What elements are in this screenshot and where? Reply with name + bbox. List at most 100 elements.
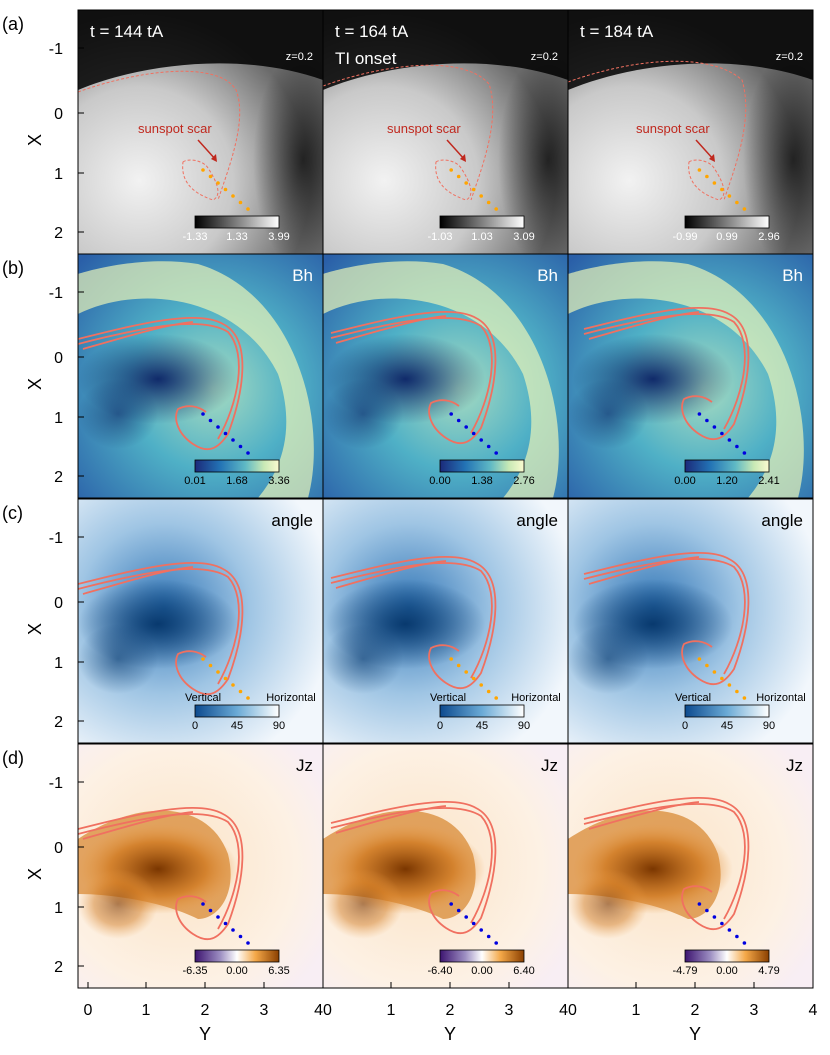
core-region xyxy=(568,869,648,939)
core-region xyxy=(78,624,158,694)
colorbar-tick: 0.00 xyxy=(226,965,247,977)
marker-dot xyxy=(471,676,476,681)
colorbar-tick: 1.33 xyxy=(226,231,247,243)
core-region xyxy=(568,379,648,449)
x-tick-label: 2 xyxy=(201,1002,210,1019)
x-tick-label: 2 xyxy=(446,1002,455,1019)
core-region xyxy=(323,869,403,939)
y-axis-label: X xyxy=(25,134,45,146)
colorbar-tick: 1.68 xyxy=(226,475,247,487)
marker-dot xyxy=(223,676,228,681)
panel-bz-3: sunspot scar t = 184 tA z=0.2 -0.99 0.99 2.96 xyxy=(567,9,814,255)
colorbar-tick: 6.35 xyxy=(268,965,289,977)
field-line xyxy=(583,306,750,441)
scar-label: sunspot scar xyxy=(138,121,212,136)
x-axis-label: Y xyxy=(444,1024,456,1044)
marker-dot xyxy=(742,696,747,700)
marker-dot xyxy=(238,444,243,449)
colorbar-tick: -1.33 xyxy=(182,231,207,243)
marker-dot xyxy=(697,412,702,416)
y-tick-label: -1 xyxy=(49,530,63,547)
x-tick-label: 3 xyxy=(260,1002,269,1019)
colorbar-tick: -6.35 xyxy=(182,965,207,977)
core-region xyxy=(78,869,158,939)
marker-dot xyxy=(705,174,709,179)
colorbar-tick: 6.40 xyxy=(513,965,534,977)
marker-dot xyxy=(216,181,220,185)
field-line xyxy=(335,315,447,344)
field-line xyxy=(583,313,746,430)
colorbar xyxy=(439,949,525,963)
colorbar-label-right: Horizontal xyxy=(511,692,561,704)
colorbar-tick: 45 xyxy=(476,720,488,732)
quantity-label: angle xyxy=(516,511,558,530)
panel-bz-2: sunspot scar t = 164 tA TI onset z=0.2 -1.03… xyxy=(322,9,569,255)
field-line xyxy=(78,806,244,941)
marker-dot xyxy=(208,174,213,179)
marker-dot xyxy=(208,418,213,423)
colorbar-tick: -0.99 xyxy=(672,231,697,243)
row-label: (a) xyxy=(2,14,24,34)
marker-dot xyxy=(712,425,717,429)
marker-dot xyxy=(720,431,724,436)
colorbar xyxy=(439,459,525,473)
y-tick-label: 1 xyxy=(54,166,63,183)
marker-dot xyxy=(479,194,484,198)
bright-arc xyxy=(568,261,804,498)
field-line xyxy=(330,807,493,924)
core-region xyxy=(568,624,648,694)
colorbar-label-left: Vertical xyxy=(185,692,221,704)
y-axis-label: X xyxy=(25,378,45,390)
marker-dot xyxy=(456,663,461,668)
x-tick-label: 40 xyxy=(559,1002,577,1019)
field-line xyxy=(583,796,750,931)
field-line xyxy=(335,805,447,834)
dark-region xyxy=(568,10,813,90)
x-tick-label: 1 xyxy=(632,1002,641,1019)
marker-dot xyxy=(486,200,491,205)
marker-dot xyxy=(216,425,220,429)
marker-dot xyxy=(464,181,469,185)
marker-dot xyxy=(697,902,702,906)
panel-angle-1: angle Vertical Horizontal 0 45 90 xyxy=(77,498,324,744)
x-axis-label: Y xyxy=(689,1024,701,1044)
colorbar-tick: 0.00 xyxy=(471,965,492,977)
marker-dot xyxy=(246,451,250,455)
y-tick-label: 2 xyxy=(54,225,63,242)
field-line xyxy=(330,800,497,935)
marker-dot xyxy=(479,683,484,687)
colorbar-label-right: Horizontal xyxy=(756,692,806,704)
core-region xyxy=(323,379,403,449)
scar-arrow xyxy=(446,139,466,161)
scar-outline xyxy=(435,159,472,201)
marker-dot xyxy=(456,418,461,423)
field-line xyxy=(82,811,194,840)
panel-jz-1: Jz -6.35 0.00 6.35 xyxy=(77,743,324,989)
marker-dot xyxy=(246,941,250,945)
marker-dot xyxy=(705,908,709,913)
panel-bh-2: Bh 0.00 1.38 2.76 xyxy=(322,253,569,499)
panel-angle-3: angle Vertical Horizontal 0 45 90 xyxy=(567,498,814,744)
x-tick-label: 4 xyxy=(809,1002,818,1019)
core-region xyxy=(323,624,403,694)
quantity-label: Bh xyxy=(782,266,803,285)
field-line xyxy=(82,321,194,350)
field-line xyxy=(330,317,493,434)
y-tick-label: 0 xyxy=(54,350,63,367)
y-tick-label: -1 xyxy=(49,41,63,58)
marker-dot xyxy=(735,444,739,449)
marker-dot xyxy=(727,928,732,932)
scar-outline xyxy=(688,159,725,201)
marker-dot xyxy=(464,425,469,429)
panel-angle-2: angle Vertical Horizontal 0 45 90 xyxy=(322,498,569,744)
dark-region xyxy=(498,50,568,254)
marker-dot xyxy=(494,207,499,211)
boundary-dashed xyxy=(568,60,747,201)
colorbar-tick: 0 xyxy=(192,720,198,732)
y-tick-label: 1 xyxy=(54,410,63,427)
colorbar-tick: 45 xyxy=(231,720,243,732)
panel-bh-3: Bh 0.00 1.20 2.41 xyxy=(567,253,814,499)
marker-dot xyxy=(238,689,243,694)
field-line xyxy=(330,310,497,445)
colorbar-tick: 1.20 xyxy=(716,475,737,487)
